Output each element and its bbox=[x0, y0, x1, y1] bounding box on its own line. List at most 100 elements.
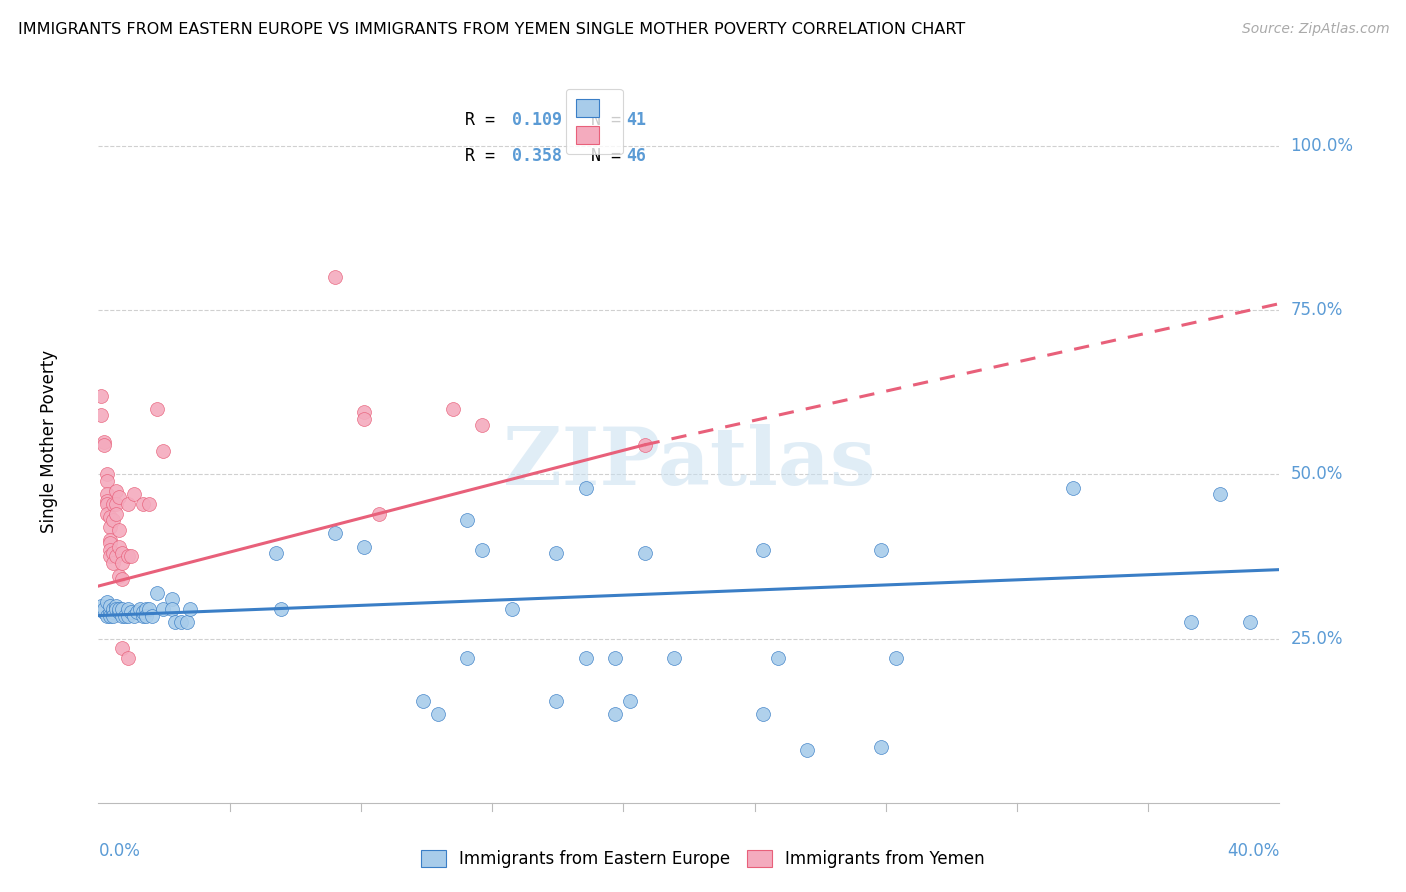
Point bbox=[98, 599, 121, 613]
Text: IMMIGRANTS FROM EASTERN EUROPE VS IMMIGRANTS FROM YEMEN SINGLE MOTHER POVERTY CO: IMMIGRANTS FROM EASTERN EUROPE VS IMMIGR… bbox=[18, 22, 966, 37]
Point bbox=[605, 707, 627, 722]
Point bbox=[752, 707, 775, 722]
Point bbox=[93, 605, 115, 619]
Point bbox=[114, 608, 136, 623]
Point bbox=[634, 546, 657, 560]
Point bbox=[98, 536, 121, 550]
Point bbox=[152, 602, 174, 616]
Text: ZIPatlas: ZIPatlas bbox=[503, 425, 875, 502]
Text: Source: ZipAtlas.com: Source: ZipAtlas.com bbox=[1241, 22, 1389, 37]
Point bbox=[98, 510, 121, 524]
Point bbox=[575, 651, 598, 665]
Point bbox=[96, 608, 118, 623]
Point bbox=[105, 497, 128, 511]
Point bbox=[111, 573, 134, 587]
Legend: Immigrants from Eastern Europe, Immigrants from Yemen: Immigrants from Eastern Europe, Immigran… bbox=[415, 843, 991, 875]
Point bbox=[162, 592, 183, 607]
Point bbox=[132, 605, 155, 619]
Point bbox=[98, 549, 121, 564]
Point bbox=[98, 605, 121, 619]
Point bbox=[1180, 615, 1202, 630]
Point bbox=[752, 542, 775, 557]
Text: Single Mother Poverty: Single Mother Poverty bbox=[39, 350, 58, 533]
Point bbox=[96, 487, 118, 501]
Point bbox=[111, 546, 134, 560]
Point bbox=[605, 651, 627, 665]
Point bbox=[796, 743, 818, 757]
Point bbox=[98, 542, 121, 557]
Point bbox=[884, 651, 907, 665]
Point bbox=[138, 602, 160, 616]
Point bbox=[117, 608, 139, 623]
Text: 46: 46 bbox=[626, 147, 647, 165]
Text: 50.0%: 50.0% bbox=[1291, 466, 1343, 483]
Point bbox=[103, 602, 125, 616]
Point bbox=[96, 497, 118, 511]
Point bbox=[96, 595, 118, 609]
Point bbox=[870, 542, 893, 557]
Point bbox=[117, 497, 139, 511]
Point bbox=[93, 438, 115, 452]
Point bbox=[96, 467, 118, 482]
Point bbox=[766, 651, 789, 665]
Point bbox=[441, 401, 464, 416]
Point bbox=[96, 507, 118, 521]
Point bbox=[138, 497, 160, 511]
Point bbox=[132, 497, 155, 511]
Point bbox=[471, 542, 494, 557]
Text: R =: R = bbox=[464, 111, 505, 129]
Point bbox=[176, 615, 198, 630]
Point bbox=[128, 602, 150, 616]
Point bbox=[457, 651, 479, 665]
Point bbox=[141, 608, 163, 623]
Point bbox=[105, 549, 128, 564]
Text: 0.0%: 0.0% bbox=[98, 842, 141, 860]
Text: R =: R = bbox=[464, 147, 505, 165]
Point bbox=[108, 602, 131, 616]
Point bbox=[270, 602, 292, 616]
Point bbox=[103, 556, 125, 570]
Point bbox=[117, 549, 139, 564]
Point bbox=[412, 694, 434, 708]
Point bbox=[108, 540, 131, 554]
Point bbox=[111, 556, 134, 570]
Point bbox=[96, 493, 118, 508]
Text: 0.358: 0.358 bbox=[512, 147, 562, 165]
Point bbox=[96, 474, 118, 488]
Point bbox=[117, 602, 139, 616]
Point bbox=[98, 608, 121, 623]
Point bbox=[1209, 487, 1232, 501]
Point bbox=[353, 411, 375, 425]
Point bbox=[135, 602, 157, 616]
Point bbox=[103, 605, 125, 619]
Point bbox=[664, 651, 686, 665]
Point bbox=[546, 546, 568, 560]
Point bbox=[103, 497, 125, 511]
Point bbox=[353, 540, 375, 554]
Point bbox=[120, 605, 142, 619]
Point bbox=[1062, 481, 1084, 495]
Point bbox=[108, 491, 131, 505]
Text: 75.0%: 75.0% bbox=[1291, 301, 1343, 319]
Point bbox=[353, 405, 375, 419]
Point bbox=[93, 434, 115, 449]
Point bbox=[98, 533, 121, 547]
Point bbox=[105, 507, 128, 521]
Point bbox=[135, 608, 157, 623]
Point bbox=[103, 608, 125, 623]
Text: 25.0%: 25.0% bbox=[1291, 630, 1343, 648]
Point bbox=[575, 481, 598, 495]
Point bbox=[170, 615, 193, 630]
Point bbox=[165, 615, 187, 630]
Point bbox=[111, 608, 134, 623]
Point bbox=[105, 602, 128, 616]
Point bbox=[1239, 615, 1261, 630]
Point bbox=[471, 418, 494, 433]
Text: 100.0%: 100.0% bbox=[1291, 137, 1354, 155]
Point bbox=[105, 599, 128, 613]
Point bbox=[90, 599, 112, 613]
Point bbox=[146, 401, 169, 416]
Point bbox=[323, 526, 346, 541]
Point bbox=[264, 546, 287, 560]
Point bbox=[93, 602, 115, 616]
